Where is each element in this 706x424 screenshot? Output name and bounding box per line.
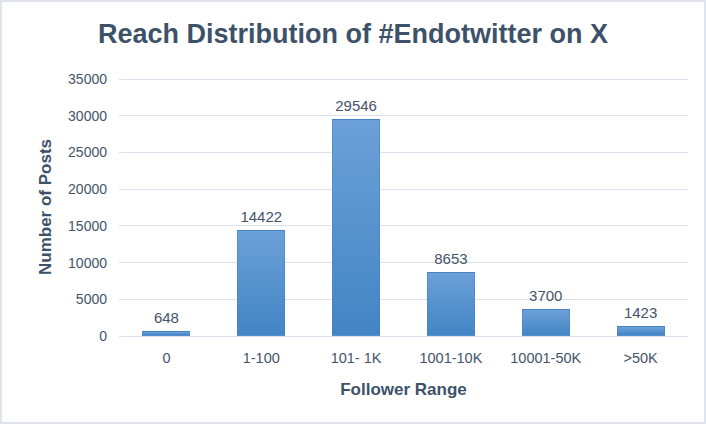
x-tick-label: 10001-50K: [498, 349, 593, 367]
data-label: 14422: [214, 208, 309, 225]
bar-1-100: [237, 230, 285, 336]
gridline: [119, 79, 688, 80]
chart-title: Reach Distribution of #Endotwitter on X: [2, 19, 704, 50]
data-label: 3700: [498, 287, 593, 304]
x-axis-tick-labels: 01-100101- 1K1001-10K10001-50K>50K: [119, 349, 688, 369]
bar-0: [142, 331, 190, 336]
bar-10001-50K: [522, 309, 570, 336]
gridline: [119, 225, 688, 226]
x-tick-label: 1-100: [214, 349, 309, 367]
plot-area: 648 14422 29546 8653 37001423: [119, 79, 688, 336]
y-tick-label: 0: [99, 328, 107, 344]
data-label: 1423: [593, 304, 688, 321]
x-tick-label: 0: [119, 349, 214, 367]
y-tick-label: 35000: [68, 71, 107, 87]
gridline: [119, 152, 688, 153]
chart-frame: Reach Distribution of #Endotwitter on X …: [0, 0, 706, 424]
gridline: [119, 115, 688, 116]
bar-1001-10K: [427, 272, 475, 336]
data-label: 8653: [404, 250, 499, 267]
data-label: 648: [119, 309, 214, 326]
y-tick-label: 10000: [68, 255, 107, 271]
x-axis-title: Follower Range: [119, 380, 688, 400]
gridline: [119, 299, 688, 300]
x-tick-label: >50K: [593, 349, 688, 367]
bar->50K: [617, 326, 665, 336]
gridline: [119, 189, 688, 190]
data-label: 29546: [309, 97, 404, 114]
y-tick-label: 15000: [68, 218, 107, 234]
y-tick-label: 25000: [68, 144, 107, 160]
y-tick-label: 20000: [68, 181, 107, 197]
bar-101- 1K: [332, 119, 380, 336]
y-axis-tick-labels: 05000100001500020000250003000035000: [2, 79, 107, 336]
x-tick-label: 1001-10K: [404, 349, 499, 367]
gridline: [119, 336, 688, 337]
y-tick-label: 30000: [68, 108, 107, 124]
y-tick-label: 5000: [76, 291, 107, 307]
x-tick-label: 101- 1K: [309, 349, 404, 367]
